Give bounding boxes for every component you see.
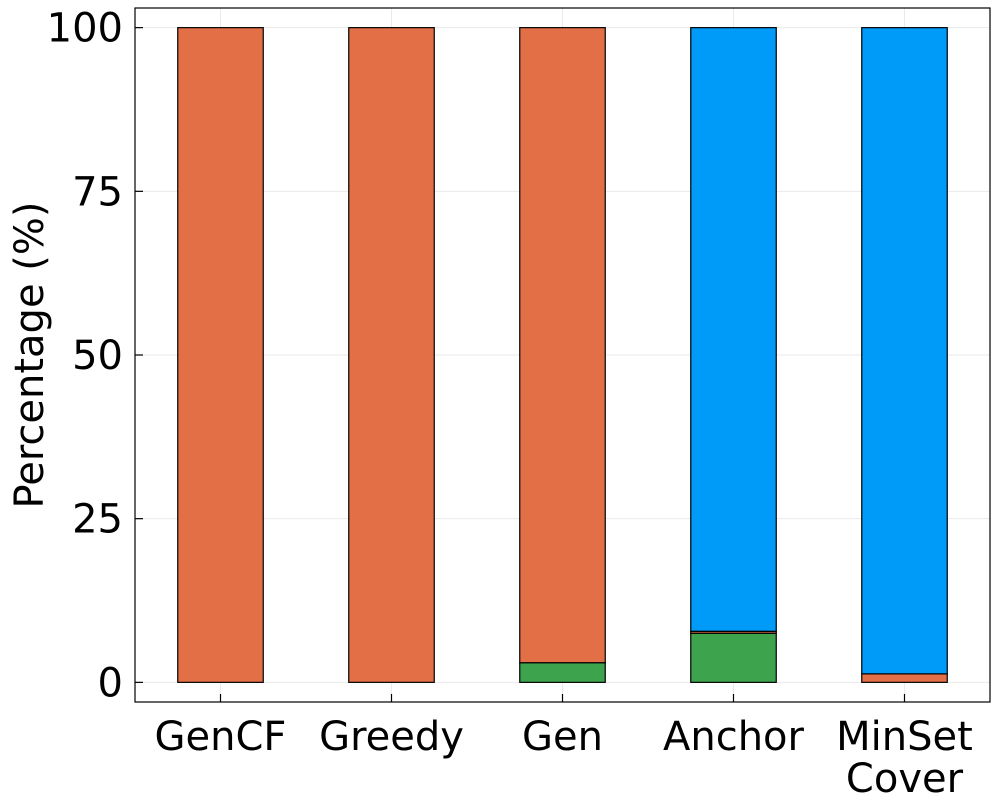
bars (177, 27, 948, 683)
y-axis-label: Percentage (%) (7, 202, 53, 509)
bar-segment-3-series-0 (690, 632, 777, 683)
bar-segment-1-series-1 (348, 27, 435, 683)
bar-segment-0-series-1 (177, 27, 264, 683)
y-tick-label-4: 100 (47, 6, 123, 52)
y-tick-label-3: 75 (72, 169, 123, 215)
bar-segment-4-series-2 (861, 27, 948, 675)
x-tick-label-1: Greedy (319, 714, 464, 760)
y-axis-ticks: 0 25 50 75 100 (47, 6, 143, 706)
y-tick-label-2: 50 (72, 333, 123, 379)
y-tick-label-1: 25 (72, 497, 123, 543)
bar-segment-4-series-1 (861, 673, 948, 683)
x-tick-label-2: Gen (522, 714, 603, 760)
x-tick-label-0: GenCF (155, 714, 287, 760)
x-tick-label-4-line-0: MinSet (836, 714, 973, 760)
x-tick-label-3: Anchor (663, 714, 805, 760)
y-tick-label-0: 0 (98, 660, 123, 706)
bar-segment-2-series-0 (519, 662, 606, 683)
bar-segment-3-series-2 (690, 27, 777, 632)
bar-segment-2-series-1 (519, 27, 606, 664)
x-tick-label-4-line-1: Cover (846, 756, 964, 800)
